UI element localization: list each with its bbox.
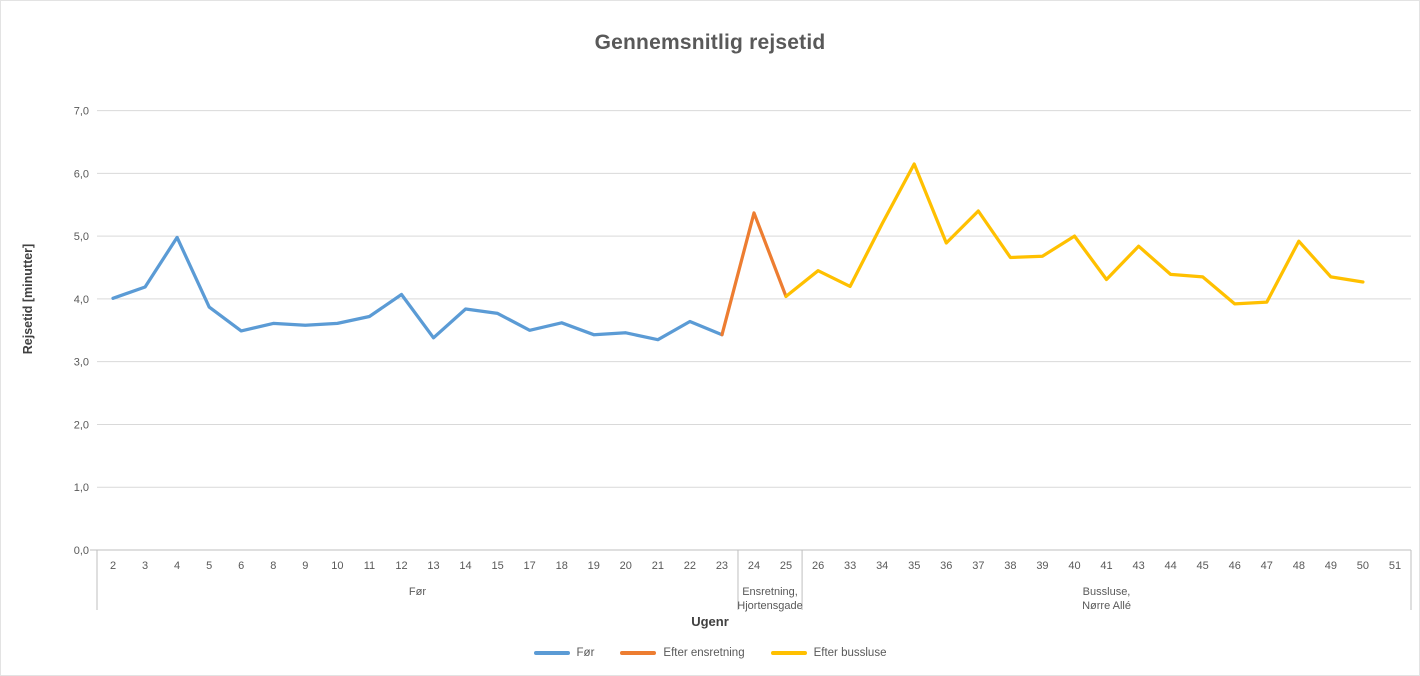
y-tick-label: 1,0 xyxy=(74,482,89,494)
y-tick-label: 4,0 xyxy=(74,294,89,306)
legend-item: Efter ensretning xyxy=(620,647,745,659)
y-tick-label: 3,0 xyxy=(74,357,89,369)
x-tick-label: 33 xyxy=(844,560,856,572)
legend-line-swatch xyxy=(770,651,807,655)
x-tick-label: 22 xyxy=(684,560,696,572)
x-tick-label: 19 xyxy=(588,560,600,572)
x-tick-label: 44 xyxy=(1165,560,1177,572)
x-tick-label: 13 xyxy=(427,560,439,572)
x-axis-title: Ugenr xyxy=(691,614,729,629)
x-tick-label: 14 xyxy=(459,560,471,572)
x-tick-label: 23 xyxy=(716,560,728,572)
x-tick-label: 41 xyxy=(1100,560,1112,572)
x-tick-label: 10 xyxy=(331,560,343,572)
x-tick-label: 47 xyxy=(1261,560,1273,572)
x-tick-label: 50 xyxy=(1357,560,1369,572)
x-tick-label: 36 xyxy=(940,560,952,572)
x-tick-label: 51 xyxy=(1389,560,1401,572)
group-label: Hjortensgade xyxy=(737,600,802,612)
y-tick-label: 2,0 xyxy=(74,419,89,431)
x-tick-label: 4 xyxy=(174,560,180,572)
x-tick-label: 45 xyxy=(1197,560,1209,572)
legend-label: Før xyxy=(576,647,595,659)
x-tick-label: 8 xyxy=(270,560,276,572)
x-tick-label: 3 xyxy=(142,560,148,572)
series-line-efter-ensretning xyxy=(720,211,788,337)
group-label: Før xyxy=(409,586,426,598)
legend-item: Efter bussluse xyxy=(770,647,887,659)
x-tick-label: 43 xyxy=(1132,560,1144,572)
x-tick-label: 46 xyxy=(1229,560,1241,572)
group-label: Nørre Allé xyxy=(1082,600,1131,612)
x-tick-label: 9 xyxy=(302,560,308,572)
x-tick-label: 24 xyxy=(748,560,760,572)
group-label: Bussluse, xyxy=(1083,586,1131,598)
x-tick-label: 11 xyxy=(364,560,375,572)
legend-line-swatch xyxy=(533,651,570,655)
legend-line-swatch xyxy=(620,651,657,655)
x-tick-label: 35 xyxy=(908,560,920,572)
series-line-før xyxy=(111,235,724,342)
x-tick-label: 25 xyxy=(780,560,792,572)
x-tick-label: 6 xyxy=(238,560,244,572)
series-line-efter-bussluse xyxy=(784,162,1365,306)
x-tick-label: 34 xyxy=(876,560,888,572)
y-tick-label: 5,0 xyxy=(74,231,89,243)
group-label: Ensretning, xyxy=(742,586,798,598)
legend-item: Før xyxy=(533,647,595,659)
x-tick-label: 20 xyxy=(620,560,632,572)
x-tick-label: 21 xyxy=(652,560,664,572)
x-tick-label: 18 xyxy=(556,560,568,572)
x-tick-label: 40 xyxy=(1068,560,1080,572)
legend-label: Efter bussluse xyxy=(813,647,887,659)
x-tick-label: 49 xyxy=(1325,560,1337,572)
x-tick-label: 15 xyxy=(491,560,503,572)
x-tick-label: 38 xyxy=(1004,560,1016,572)
y-tick-label: 0,0 xyxy=(74,545,89,557)
x-tick-label: 26 xyxy=(812,560,824,572)
chart-title: Gennemsnitlig rejsetid xyxy=(594,31,826,54)
x-tick-label: 17 xyxy=(524,560,536,572)
x-tick-label: 5 xyxy=(206,560,212,572)
x-tick-label: 37 xyxy=(972,560,984,572)
legend: Før Efter ensretning Efter bussluse xyxy=(1,647,1419,659)
y-tick-label: 6,0 xyxy=(74,168,89,180)
y-tick-label: 7,0 xyxy=(74,106,89,118)
x-tick-label: 2 xyxy=(110,560,116,572)
x-tick-label: 39 xyxy=(1036,560,1048,572)
legend-label: Efter ensretning xyxy=(663,647,745,659)
x-tick-label: 48 xyxy=(1293,560,1305,572)
x-tick-label: 12 xyxy=(395,560,407,572)
